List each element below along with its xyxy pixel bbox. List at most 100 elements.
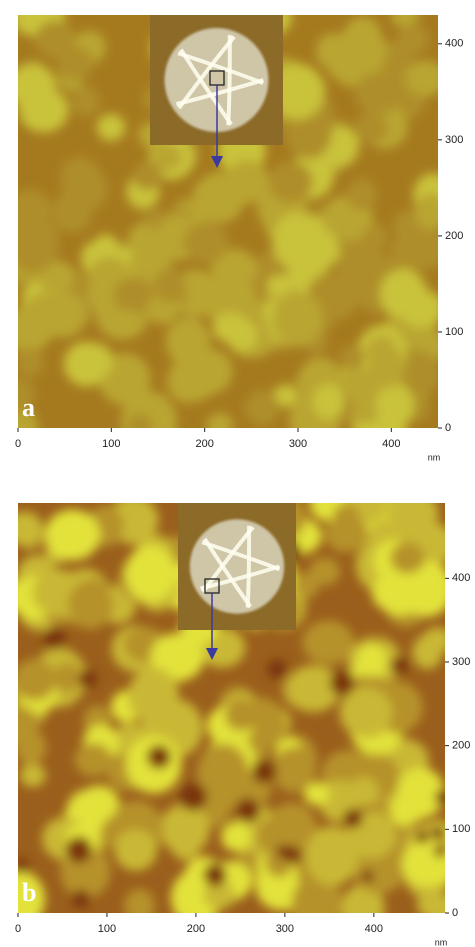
grain (204, 881, 236, 909)
grain (170, 828, 201, 861)
grain (405, 60, 446, 96)
grain (245, 390, 279, 426)
grain (114, 277, 153, 311)
pit (267, 660, 286, 679)
panel-label: b (22, 878, 36, 907)
y-tick-label: 100 (445, 326, 463, 338)
grain (272, 747, 316, 793)
grain (340, 346, 365, 369)
grain (45, 510, 100, 561)
grain (132, 162, 162, 190)
grain (166, 318, 211, 367)
grain (207, 413, 233, 438)
inset-ribbon (248, 526, 249, 608)
grain (397, 24, 429, 55)
grain (97, 114, 126, 141)
pit (432, 826, 446, 840)
y-tick-label: 200 (452, 740, 470, 752)
grain (196, 172, 245, 223)
grain (313, 384, 345, 420)
grain (390, 795, 418, 827)
grain (13, 659, 56, 701)
pit (416, 831, 429, 844)
pit (330, 671, 355, 696)
pit (252, 759, 276, 783)
grain (402, 841, 454, 887)
grain (72, 87, 100, 116)
grain (355, 73, 402, 115)
grain (221, 822, 251, 851)
grain (75, 743, 113, 776)
grain (417, 890, 445, 918)
grain (309, 557, 340, 585)
grain (128, 668, 179, 724)
afm-panel: b0100200300400nm0100200300400 (0, 482, 470, 947)
grain (68, 580, 113, 629)
grain (114, 829, 157, 871)
x-tick-label: 200 (187, 923, 205, 935)
inset-ribbon (228, 35, 230, 125)
grain (343, 17, 381, 57)
grain (5, 212, 59, 273)
grain (20, 764, 46, 787)
pit (43, 630, 58, 645)
pit (66, 837, 92, 863)
grain (325, 515, 369, 552)
grain (78, 343, 113, 378)
grain (124, 889, 154, 923)
pit (204, 863, 227, 886)
y-tick-label: 200 (445, 230, 463, 242)
grain (364, 223, 388, 250)
grain (347, 179, 378, 211)
grain (268, 161, 312, 202)
grain (125, 545, 176, 602)
pit (434, 845, 447, 858)
x-tick-label: 100 (98, 923, 116, 935)
x-unit: nm (428, 452, 441, 462)
grain (354, 113, 388, 144)
grain (376, 383, 415, 427)
x-unit: nm (435, 937, 448, 947)
grain (16, 348, 44, 377)
grain (391, 3, 419, 27)
pit (343, 809, 362, 828)
x-tick-label: 300 (276, 923, 294, 935)
grain (303, 620, 354, 664)
pit (179, 783, 207, 811)
grain (61, 157, 99, 191)
grain (228, 320, 258, 352)
grain (306, 826, 359, 886)
afm-image (0, 482, 460, 933)
pit (236, 798, 260, 822)
y-tick-label: 400 (452, 572, 470, 584)
pit (15, 859, 29, 873)
grain (272, 212, 324, 270)
x-tick-label: 400 (365, 923, 383, 935)
y-tick-label: 300 (445, 134, 463, 146)
pit (435, 789, 451, 805)
afm-image (0, 0, 453, 453)
grain (348, 777, 379, 808)
pit (361, 870, 373, 882)
grain (415, 194, 448, 230)
grain (154, 268, 186, 302)
grain (390, 542, 424, 573)
x-tick-label: 300 (289, 438, 307, 450)
grain (8, 64, 56, 109)
y-tick-label: 0 (445, 422, 451, 434)
grain (184, 222, 229, 263)
grain (0, 706, 39, 747)
grain (387, 491, 439, 536)
grain (56, 46, 93, 80)
pit (391, 656, 409, 674)
grain (272, 292, 323, 347)
grain (369, 346, 406, 388)
pit (285, 846, 302, 863)
grain (225, 699, 258, 731)
grain (340, 687, 393, 738)
y-tick-label: 0 (452, 907, 458, 919)
grain (54, 662, 80, 692)
grain (412, 635, 442, 669)
x-tick-label: 200 (195, 438, 213, 450)
